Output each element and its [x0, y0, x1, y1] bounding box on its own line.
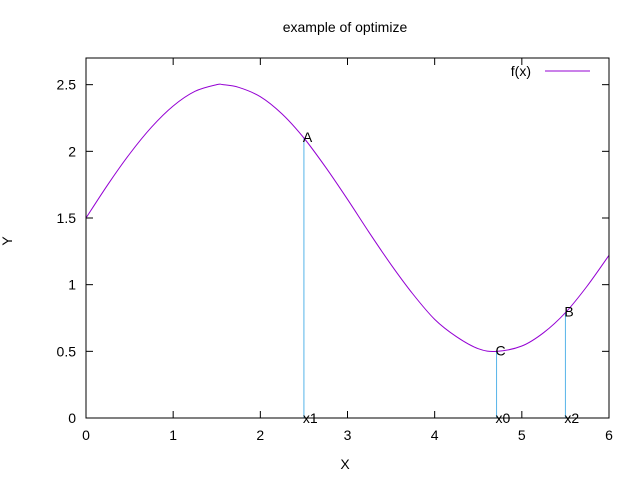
chart-title: example of optimize [283, 19, 408, 35]
marker-label-c: C [496, 342, 506, 358]
y-tick-label: 1 [68, 277, 76, 293]
x-tick-label: 5 [518, 427, 526, 443]
y-tick-label: 1.5 [57, 210, 77, 226]
x-tick-label: 1 [169, 427, 177, 443]
x-tick-label: 6 [605, 427, 613, 443]
marker-label-a: A [303, 129, 313, 145]
y-tick-label: 2.5 [57, 77, 77, 93]
x-tick-label: 0 [82, 427, 90, 443]
series-line-f [85, 83, 610, 352]
marker-labels-group: A C B [303, 129, 574, 358]
series-group [85, 83, 610, 352]
x-tick-label: 2 [256, 427, 264, 443]
y-tick-label: 0.5 [57, 343, 77, 359]
y-tick-label: 0 [68, 410, 76, 426]
ticks-group: 0 1 2 3 4 5 6 0 0.5 1 1.5 2 2.5 [57, 58, 613, 443]
marker-lines-group: x1 x0 x2 [303, 138, 579, 426]
legend-label: f(x) [511, 63, 531, 79]
marker-label-b: B [564, 304, 573, 320]
x-tick-label: 3 [344, 427, 352, 443]
y-axis-label: Y [0, 236, 15, 246]
x-tick-label: 4 [431, 427, 439, 443]
legend: f(x) [511, 63, 590, 79]
x-axis-label: X [340, 456, 350, 472]
plot-frame [85, 57, 610, 419]
y-tick-label: 2 [68, 143, 76, 159]
